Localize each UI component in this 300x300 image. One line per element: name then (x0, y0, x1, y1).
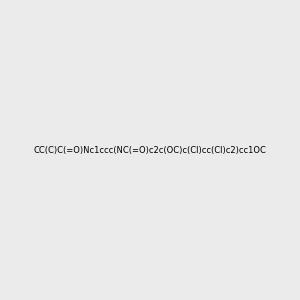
Text: CC(C)C(=O)Nc1ccc(NC(=O)c2c(OC)c(Cl)cc(Cl)c2)cc1OC: CC(C)C(=O)Nc1ccc(NC(=O)c2c(OC)c(Cl)cc(Cl… (34, 146, 266, 154)
